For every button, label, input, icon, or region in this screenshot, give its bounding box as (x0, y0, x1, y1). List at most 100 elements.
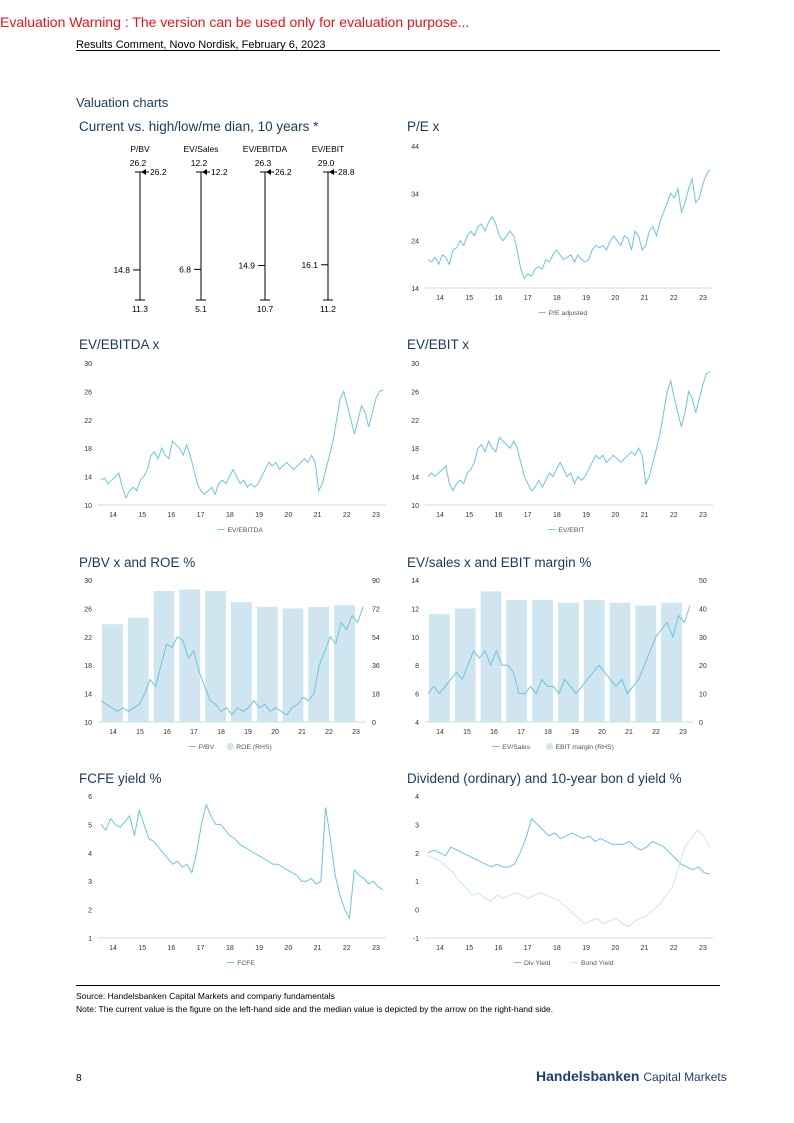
x-tick-label: 19 (571, 729, 579, 736)
legend-label: EV/Sales (502, 744, 531, 751)
range-current-label: 26.3 (255, 158, 272, 168)
legend-label: EV/EBIT (558, 527, 584, 534)
chart-title-dividend-bond: Dividend (ordinary) and 10-year bon d yi… (407, 771, 682, 786)
page-number: 8 (76, 1073, 82, 1084)
y-tick-label: 5 (88, 822, 92, 829)
bar (308, 606, 330, 722)
x-tick-label: 20 (284, 945, 292, 952)
y-tick-label: 18 (84, 446, 92, 453)
legend-label: Bond Yield (581, 960, 614, 967)
legend-label: FCFE (237, 960, 255, 967)
x-tick-label: 23 (699, 295, 707, 302)
x-tick-label: 22 (325, 729, 333, 736)
range-median-label: 14.9 (238, 261, 255, 271)
document-header: Results Comment, Novo Nordisk, February … (76, 39, 326, 51)
x-tick-label: 16 (495, 512, 503, 519)
chart-title-pe: P/E x (407, 119, 440, 134)
range-item-name: EV/Sales (184, 144, 219, 154)
y-tick-label: 22 (84, 418, 92, 425)
bar (282, 608, 304, 722)
evaluation-warning: Evaluation Warning : The version can be … (0, 14, 470, 30)
x-tick-label: 19 (582, 945, 590, 952)
y-tick-label: 26 (411, 389, 419, 396)
legend-label: P/BV (199, 744, 215, 751)
x-tick-label: 20 (284, 512, 292, 519)
evebit-chart: 10 14 18 22 26 30 14 15 16 17 18 19 20 21 22 23 EV/EBIT (411, 361, 713, 534)
y-tick-label: 22 (411, 418, 419, 425)
x-tick-label: 23 (679, 729, 687, 736)
x-tick-label: 19 (255, 945, 263, 952)
bar (429, 614, 450, 722)
x-tick-label: 23 (699, 945, 707, 952)
x-tick-label: 18 (226, 512, 234, 519)
x-tick-label: 16 (490, 729, 498, 736)
y-tick-label: 18 (84, 663, 92, 670)
y-tick-label: 2 (415, 851, 419, 858)
chart-title-evebit: EV/EBIT x (407, 337, 470, 352)
x-tick-label: 16 (495, 295, 503, 302)
pbv-roe-chart: 10 14 18 22 26 30 0 18 36 54 72 90 14 15 16 17 18 19 20 21 2… (84, 578, 380, 751)
range-item-name: P/BV (130, 144, 150, 154)
legend-label: EV/EBITDA (227, 527, 263, 534)
range-arrow-head (266, 169, 271, 175)
legend-label: Div Yield (524, 960, 551, 967)
y-tick-label: 8 (415, 663, 419, 670)
range-low-label: 10.7 (257, 304, 274, 314)
y-tick-label: 1 (88, 936, 92, 943)
range-item-name: EV/EBITDA (243, 144, 288, 154)
y-rhs-tick-label: 90 (372, 578, 380, 585)
y-rhs-tick-label: 72 (372, 606, 380, 613)
legend-label: P/E adjusted (549, 310, 588, 317)
x-tick-label: 17 (524, 945, 532, 952)
y-rhs-tick-label: 50 (699, 578, 707, 585)
range-low-label: 11.2 (320, 304, 336, 314)
y-tick-label: 4 (88, 851, 92, 858)
x-tick-label: 14 (436, 945, 444, 952)
x-tick-label: 18 (553, 512, 561, 519)
series-line (427, 605, 691, 695)
evsales-ebit-chart: 4 6 8 10 12 14 0 10 20 30 40 50 14 15 16 17 18 19 20 21 22 23… (411, 578, 707, 751)
bar (256, 606, 278, 722)
x-tick-label: 18 (544, 729, 552, 736)
y-rhs-tick-label: 20 (699, 663, 707, 670)
series-line (100, 389, 384, 500)
bar (635, 605, 657, 722)
bar (102, 624, 123, 722)
y-tick-label: 18 (411, 446, 419, 453)
chart-title-evsales-ebit: EV/sales x and EBIT margin % (407, 555, 592, 570)
x-tick-label: 20 (611, 295, 619, 302)
y-tick-label: 3 (88, 879, 92, 886)
bar (609, 602, 631, 722)
legend-label: ROE (RHS) (236, 744, 272, 751)
x-tick-label: 18 (553, 945, 561, 952)
series-line (427, 169, 711, 280)
y-tick-label: 44 (411, 144, 419, 151)
brand-suffix: Capital Markets (643, 1070, 727, 1084)
y-tick-label: -1 (413, 936, 419, 943)
range-current-label: 29.0 (318, 158, 335, 168)
range-median-label: 14.8 (113, 265, 130, 275)
y-tick-label: 26 (84, 389, 92, 396)
bar (661, 602, 682, 722)
x-tick-label: 23 (372, 945, 380, 952)
x-tick-label: 18 (226, 945, 234, 952)
series-line (427, 371, 711, 492)
y-tick-label: 6 (415, 692, 419, 699)
evebitda-chart: 10 14 18 22 26 30 14 15 16 17 18 19 20 21 22 23 EV/EBITD… (84, 361, 386, 534)
x-tick-label: 17 (197, 512, 205, 519)
range-current-label: 26.2 (130, 158, 147, 168)
legend-label: EBIT margin (RHS) (555, 744, 613, 751)
y-tick-label: 10 (411, 503, 419, 510)
y-tick-label: 30 (84, 578, 92, 585)
x-tick-label: 16 (168, 945, 176, 952)
x-tick-label: 22 (343, 512, 351, 519)
y-tick-label: 14 (411, 578, 419, 585)
chart-title-evebitda: EV/EBITDA x (79, 337, 160, 352)
bar (506, 599, 528, 722)
x-tick-label: 19 (582, 295, 590, 302)
range-arrow-label: 12.2 (211, 167, 228, 177)
bar (454, 608, 476, 722)
range-item-name: EV/EBIT (312, 144, 345, 154)
